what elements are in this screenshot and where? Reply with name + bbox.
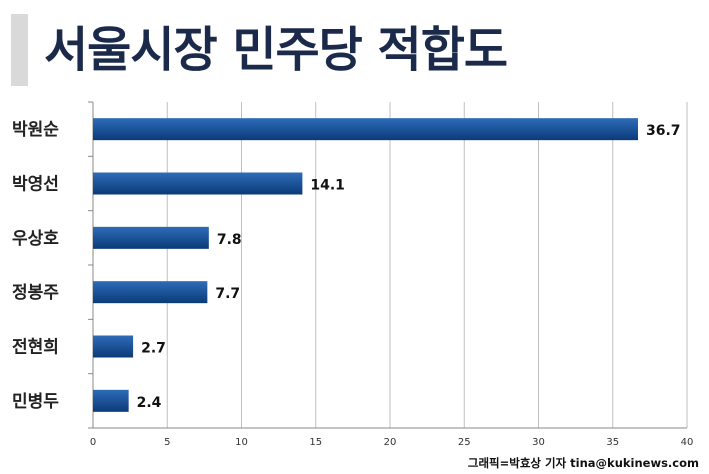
grid-lines [166, 102, 688, 428]
x-tick-label: 35 [606, 437, 619, 448]
bar [93, 118, 638, 141]
value-label: 2.7 [141, 341, 166, 357]
bars [93, 118, 638, 412]
value-label: 7.7 [215, 286, 240, 302]
graphic-credit: 그래픽=박효상 기자 tina@kukinews.com [467, 456, 699, 470]
category-label: 박원순 [12, 120, 59, 140]
x-tick-label: 5 [164, 437, 170, 448]
x-tick-label: 40 [681, 437, 694, 448]
bar [93, 335, 134, 358]
x-tick-label: 10 [235, 437, 248, 448]
category-label: 박영선 [12, 175, 59, 195]
value-label: 2.4 [137, 395, 162, 411]
bar [93, 389, 129, 412]
value-label: 36.7 [646, 123, 681, 139]
category-label: 우상호 [12, 229, 59, 249]
bar [93, 281, 208, 304]
chart-title: 서울시장 민주당 적합도 [44, 22, 508, 78]
x-tick-label: 20 [384, 437, 397, 448]
value-label: 7.8 [217, 232, 242, 248]
bar [93, 172, 303, 195]
category-label: 정봉주 [12, 283, 59, 303]
labels: 0 5 10 15 20 25 30 35 40 박원순 36.7 박영선 14.1 우상호 7.8 정봉주 7… [12, 120, 693, 448]
x-tick-label: 25 [458, 437, 471, 448]
x-tick-label: 30 [532, 437, 545, 448]
axes [88, 101, 687, 429]
value-label: 14.1 [310, 178, 345, 194]
x-tick-label: 15 [309, 437, 322, 448]
category-label: 민병두 [12, 392, 59, 412]
x-tick-label: 0 [90, 437, 96, 448]
bar [93, 226, 209, 249]
category-label: 전현희 [12, 338, 59, 358]
title-accent-bar [11, 14, 28, 86]
